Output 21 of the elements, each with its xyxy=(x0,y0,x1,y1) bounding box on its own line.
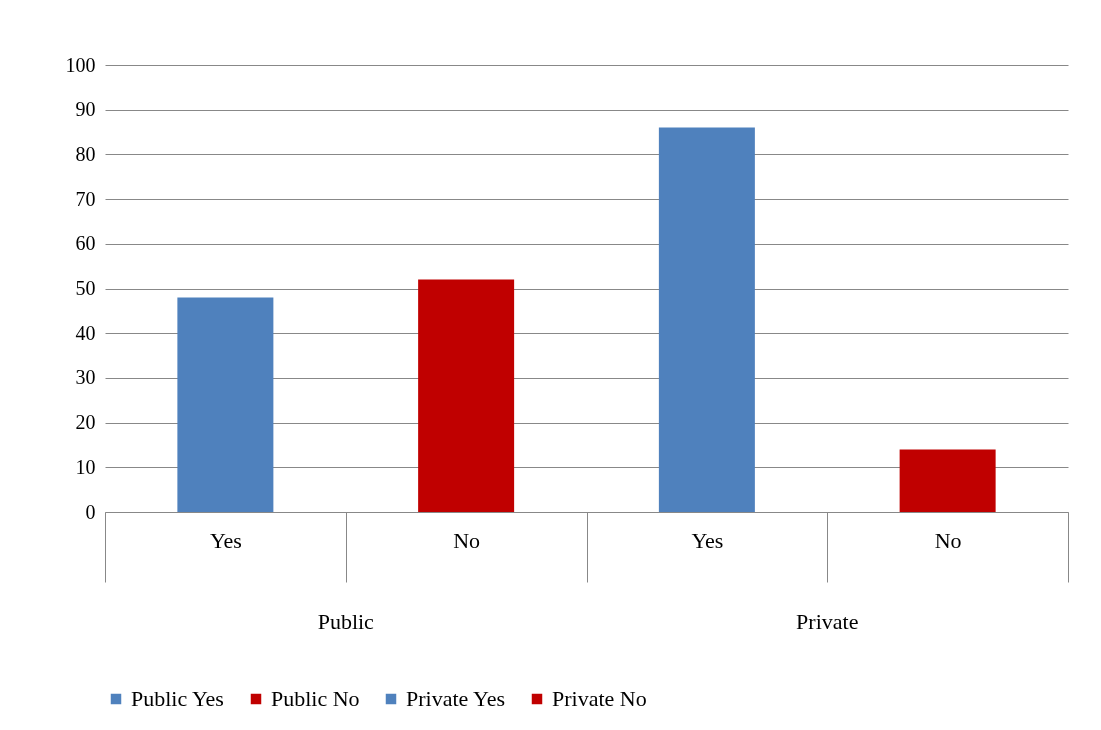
y-tick-label: 100 xyxy=(65,53,96,76)
x-tick-label: No xyxy=(934,527,962,553)
x-tick-label: Yes xyxy=(691,527,724,553)
y-tick-label: 30 xyxy=(75,366,96,389)
legend-label: Public Yes xyxy=(131,686,224,711)
y-tick-label: 80 xyxy=(75,142,96,165)
legend-label: Public No xyxy=(271,686,360,711)
y-tick-label: 50 xyxy=(75,277,96,299)
y-tick-label: 60 xyxy=(75,232,96,255)
legend-label: Private Yes xyxy=(406,686,506,711)
legend-label: Private No xyxy=(552,686,647,711)
y-tick-label: 10 xyxy=(75,455,96,478)
y-tick-label: 90 xyxy=(75,98,96,121)
y-tick-label: 40 xyxy=(75,321,96,344)
y-tick-label: 0 xyxy=(85,500,96,523)
y-tick-label: 70 xyxy=(75,187,96,210)
text: Private xyxy=(796,609,859,634)
x-tick-label: No xyxy=(453,527,481,553)
text: Public xyxy=(317,609,375,634)
x-tick-label: Yes xyxy=(209,527,242,553)
y-tick-label: 20 xyxy=(75,411,96,434)
